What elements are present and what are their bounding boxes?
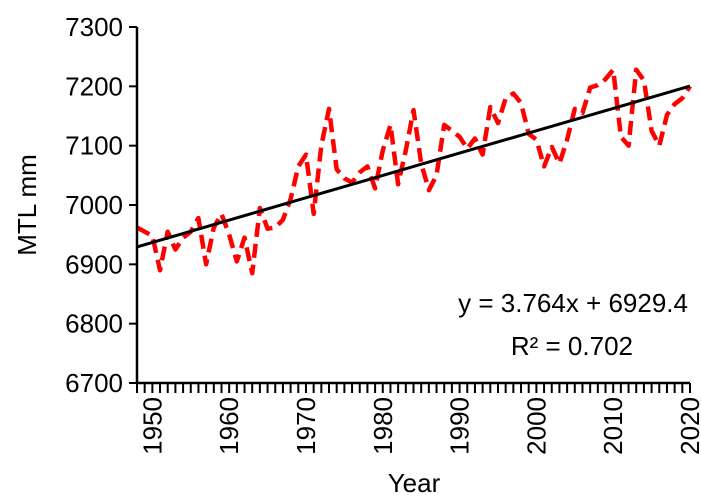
x-tick-label: 2010 [598, 397, 628, 455]
x-tick-label: 2000 [521, 397, 551, 455]
plot-area [135, 67, 692, 276]
y-tick-label: 7200 [65, 71, 123, 101]
r-squared-label: R² = 0.702 [511, 331, 633, 361]
x-tick-label: 1990 [445, 397, 475, 455]
y-tick-label: 7000 [65, 190, 123, 220]
x-tick-label: 1950 [137, 397, 167, 455]
y-axis-title: MTL mm [12, 154, 42, 256]
x-tick-label: 1980 [368, 397, 398, 455]
trendline-equation: y = 3.764x + 6929.4 [458, 288, 688, 318]
y-tick-label: 7100 [65, 131, 123, 161]
y-tick-label: 7300 [65, 12, 123, 42]
x-tick-label: 1960 [214, 397, 244, 455]
mtl-observed-series [135, 67, 692, 276]
y-tick-label: 6700 [65, 368, 123, 398]
x-tick-label: 1970 [291, 397, 321, 455]
y-tick-label: 6800 [65, 309, 123, 339]
x-axis-title: Year [388, 468, 441, 498]
y-tick-label: 6900 [65, 249, 123, 279]
linear-trendline [136, 84, 691, 249]
x-axis-ticks: 1950 1960 1970 1980 1990 2000 2010 2020 [136, 383, 701, 455]
x-tick-label: 2020 [675, 397, 701, 455]
y-axis-ticks: 6700 6800 6900 7000 7100 7200 7300 [65, 12, 137, 398]
